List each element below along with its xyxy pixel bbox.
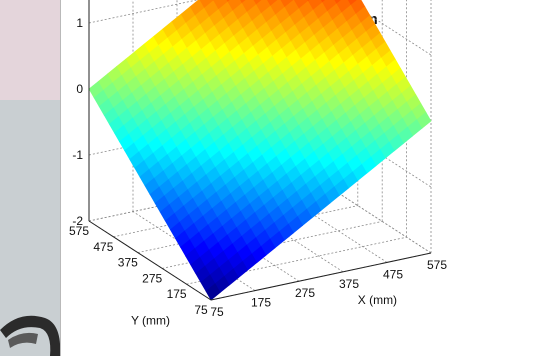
surface-patch [205,283,221,301]
y-axis-label: Y (mm) [131,313,170,327]
surface-plot: 210-1-2751752753754755755754753752751757… [69,0,447,327]
y-tick-label: 575 [69,224,89,238]
y-tick-label: 475 [93,240,113,254]
z-tick-label: -1 [72,148,83,162]
z-tick-label: -2 [72,214,83,228]
y-tick-label: 375 [118,256,138,270]
x-tick-label: 275 [295,286,315,300]
x-tick-label: 75 [210,305,224,319]
x-axis-label: X (mm) [358,293,397,307]
y-tick-label: 175 [167,287,187,301]
z-tick-label: 1 [76,16,83,30]
x-tick-label: 475 [383,267,403,281]
chart-figure: X-Y Vector Sum 210-1-2751752753754755755… [60,0,539,356]
y-tick-label: 75 [194,303,208,317]
z-tick-label: 0 [76,82,83,96]
z-gridline [88,0,432,56]
device-photo-fragment [0,315,61,356]
x-tick-label: 575 [427,258,447,272]
x-tick-label: 375 [339,277,359,291]
y-axis-line [88,220,212,301]
x-axis-line [210,252,432,301]
x-tick-label: 175 [251,296,271,310]
y-tick-label: 275 [142,271,162,285]
